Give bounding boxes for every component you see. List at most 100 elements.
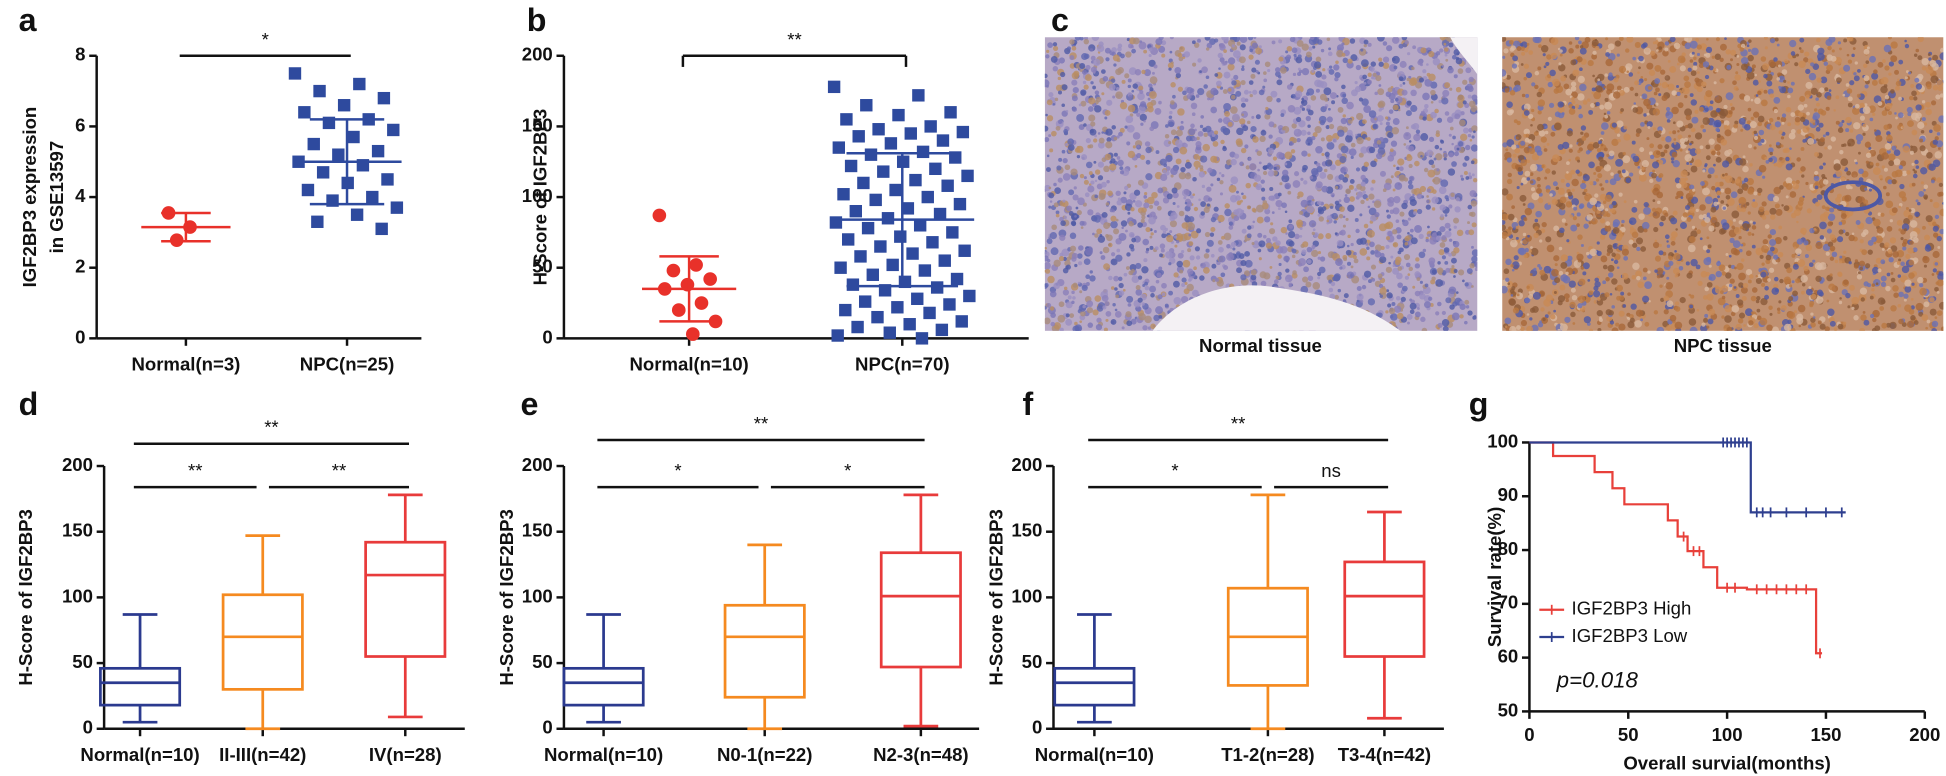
cell <box>1822 134 1826 138</box>
cell <box>1176 129 1183 137</box>
cell <box>1618 192 1623 197</box>
cell <box>1696 71 1700 74</box>
cell <box>1680 170 1688 178</box>
cell <box>1061 103 1065 108</box>
data-point <box>652 208 667 223</box>
cell <box>1334 294 1339 300</box>
cell <box>1345 217 1349 221</box>
cell <box>1897 78 1900 82</box>
cell <box>1090 55 1096 61</box>
cell <box>1065 318 1073 326</box>
cell <box>1118 131 1123 137</box>
cell <box>1250 73 1256 79</box>
cell <box>1297 67 1301 71</box>
cell <box>1393 65 1398 70</box>
cell <box>1259 135 1266 143</box>
cell <box>1939 228 1944 235</box>
cell <box>1128 94 1133 99</box>
cell <box>1108 83 1116 91</box>
cell <box>1469 262 1475 269</box>
cell <box>1790 128 1796 134</box>
cell <box>1652 161 1660 169</box>
cell <box>1580 266 1585 270</box>
cell <box>1704 107 1709 112</box>
cell <box>1643 98 1651 107</box>
cell <box>1470 200 1477 207</box>
cell <box>1605 37 1609 41</box>
cell <box>1523 103 1531 111</box>
cell <box>1053 202 1059 208</box>
cell <box>1708 138 1715 145</box>
data-point <box>844 159 858 173</box>
cell <box>1763 89 1768 94</box>
cell <box>1518 154 1525 161</box>
cell <box>1379 287 1387 295</box>
cell <box>1404 40 1409 45</box>
cell <box>1723 328 1727 331</box>
cell <box>1126 295 1134 303</box>
cell <box>1435 279 1444 287</box>
cell <box>1898 205 1902 209</box>
cell <box>1540 136 1547 143</box>
cell <box>1159 253 1163 258</box>
cell <box>1339 156 1347 164</box>
cell <box>1644 321 1650 327</box>
cell <box>1269 265 1273 269</box>
cell <box>1323 106 1328 110</box>
cell <box>1203 266 1210 274</box>
data-point <box>387 123 400 137</box>
cell <box>1120 170 1125 175</box>
cell <box>1160 224 1166 231</box>
cell <box>1168 141 1172 145</box>
cell <box>1267 68 1271 73</box>
cell <box>1524 207 1533 216</box>
cell <box>1731 180 1736 184</box>
cell <box>1371 277 1376 282</box>
cell <box>1394 97 1399 102</box>
cell <box>1341 52 1346 57</box>
cell <box>1688 134 1691 138</box>
cell <box>1827 213 1836 222</box>
cell <box>1296 40 1304 47</box>
cell <box>1229 194 1238 203</box>
data-point <box>839 303 852 317</box>
cell <box>1595 101 1600 107</box>
cell <box>1220 139 1225 145</box>
cell <box>1201 66 1208 74</box>
cell <box>1409 302 1417 310</box>
cell <box>1855 134 1864 142</box>
cell <box>1150 323 1156 330</box>
cell <box>1451 312 1460 321</box>
cell <box>1740 243 1744 247</box>
cell <box>1523 217 1528 222</box>
cell <box>1144 191 1148 196</box>
cell <box>1537 322 1544 328</box>
cell <box>1853 75 1860 82</box>
cell <box>1362 190 1366 195</box>
cell <box>1306 205 1315 214</box>
cell <box>1758 80 1761 83</box>
cell <box>1456 147 1460 151</box>
cell <box>1502 142 1508 148</box>
cell <box>1816 37 1821 43</box>
cell <box>1083 38 1090 45</box>
cell <box>1504 151 1512 160</box>
cell <box>1104 47 1111 54</box>
data-point <box>906 247 919 260</box>
cell <box>1158 266 1163 271</box>
cell <box>1558 62 1562 66</box>
cell <box>1112 303 1116 307</box>
cell <box>1908 71 1912 75</box>
cell <box>1938 182 1944 188</box>
cell <box>1255 114 1261 120</box>
cell <box>1382 41 1388 46</box>
cell <box>1431 196 1439 204</box>
cell <box>1627 292 1631 296</box>
cell <box>1284 210 1288 214</box>
cell <box>1730 191 1738 199</box>
cell <box>1092 232 1095 236</box>
cell <box>1230 94 1236 100</box>
cell <box>1164 133 1170 139</box>
cell <box>1785 163 1793 171</box>
cell <box>1680 196 1684 199</box>
